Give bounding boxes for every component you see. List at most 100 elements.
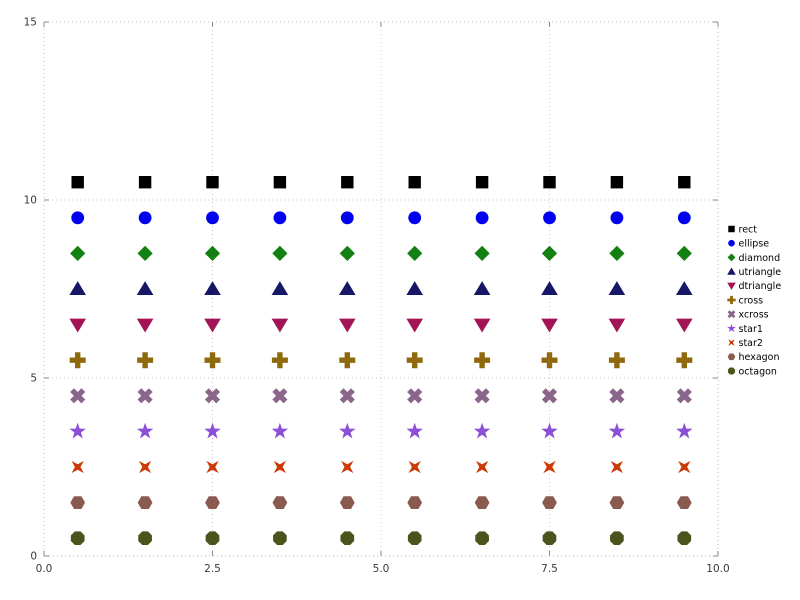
series-star2 xyxy=(71,460,691,474)
marker-xcross xyxy=(339,388,355,404)
marker-cross xyxy=(676,352,693,369)
x-tick-label: 0.0 xyxy=(36,563,53,575)
marker-cross xyxy=(474,352,491,369)
legend-label-xcross: xcross xyxy=(739,310,769,321)
x-tick-label: 2.5 xyxy=(204,563,221,575)
marker-star2 xyxy=(678,460,691,474)
legend-item-rect: rect xyxy=(728,224,757,235)
marker-diamond xyxy=(272,245,288,261)
y-tick-label: 0 xyxy=(30,551,37,563)
marker-cross xyxy=(541,352,558,369)
y-tick-label: 15 xyxy=(24,17,37,29)
y-tick-label: 10 xyxy=(24,195,37,207)
legend-label-star1: star1 xyxy=(739,324,763,335)
marker-diamond xyxy=(609,245,625,261)
marker-star2 xyxy=(273,460,287,474)
marker-ellipse xyxy=(408,211,422,225)
marker-star1 xyxy=(136,422,154,439)
marker-dtriangle xyxy=(676,318,693,333)
marker-diamond xyxy=(676,245,692,261)
marker-diamond xyxy=(70,245,86,261)
marker-octagon xyxy=(475,531,489,546)
marker-hexagon xyxy=(205,496,220,510)
legend-marker-ellipse xyxy=(728,239,735,247)
legend-label-octagon: octagon xyxy=(739,366,777,377)
marker-diamond xyxy=(137,245,153,261)
marker-rect xyxy=(273,176,287,189)
marker-diamond xyxy=(407,245,423,261)
marker-xcross xyxy=(70,388,86,404)
marker-rect xyxy=(678,176,691,189)
marker-star2 xyxy=(206,460,219,474)
marker-star2 xyxy=(138,460,152,474)
marker-rect xyxy=(610,176,624,189)
x-tick-label: 5.0 xyxy=(373,563,390,575)
legend-item-utriangle: utriangle xyxy=(727,267,781,278)
series-rect xyxy=(71,176,691,189)
legend-label-ellipse: ellipse xyxy=(739,239,770,250)
marker-dtriangle xyxy=(473,318,491,333)
legend-label-diamond: diamond xyxy=(739,253,781,264)
legend-label-dtriangle: dtriangle xyxy=(739,281,782,292)
marker-cross xyxy=(406,352,423,369)
tick-marks xyxy=(43,21,719,557)
marker-ellipse xyxy=(475,211,489,225)
marker-utriangle xyxy=(406,281,423,295)
marker-ellipse xyxy=(543,211,556,225)
marker-dtriangle xyxy=(541,318,558,333)
marker-rect xyxy=(138,176,152,189)
marker-octagon xyxy=(340,531,355,546)
marker-octagon xyxy=(138,531,152,546)
marker-hexagon xyxy=(339,496,355,510)
legend: rect ellipse diamond utriangle dtriangle cros… xyxy=(727,224,781,377)
marker-xcross xyxy=(609,388,625,404)
marker-dtriangle xyxy=(204,318,221,333)
marker-octagon xyxy=(610,531,624,546)
legend-item-octagon: octagon xyxy=(727,366,777,377)
marker-cross xyxy=(69,352,86,369)
marker-rect xyxy=(408,176,421,189)
marker-ellipse xyxy=(138,211,152,225)
legend-marker-hexagon xyxy=(727,353,736,361)
marker-utriangle xyxy=(541,281,558,295)
marker-cross xyxy=(271,352,288,369)
legend-item-star1: star1 xyxy=(727,324,763,335)
marker-star1 xyxy=(473,422,491,439)
marker-star1 xyxy=(676,422,693,439)
marker-hexagon xyxy=(137,496,153,510)
marker-hexagon xyxy=(407,496,423,510)
marker-cross xyxy=(204,352,221,369)
legend-item-star2: star2 xyxy=(728,338,763,349)
series-hexagon xyxy=(70,496,692,510)
marker-xcross xyxy=(137,388,153,404)
marker-dtriangle xyxy=(69,318,86,333)
legend-marker-octagon xyxy=(727,367,736,375)
marker-rect xyxy=(341,176,354,189)
marker-rect xyxy=(475,176,489,189)
series-ellipse xyxy=(71,211,691,225)
marker-ellipse xyxy=(340,211,354,225)
marker-utriangle xyxy=(204,281,221,295)
x-tick-label: 10.0 xyxy=(706,563,729,575)
legend-label-hexagon: hexagon xyxy=(739,352,780,363)
marker-rect xyxy=(206,176,219,189)
legend-marker-star1 xyxy=(727,323,736,333)
marker-star2 xyxy=(610,460,624,474)
marker-dtriangle xyxy=(406,318,423,333)
marker-utriangle xyxy=(608,281,626,295)
legend-marker-xcross xyxy=(727,310,736,319)
marker-octagon xyxy=(542,531,557,546)
marker-octagon xyxy=(70,531,85,546)
x-tick-label: 7.5 xyxy=(541,563,558,575)
marker-rect xyxy=(543,176,556,189)
marker-diamond xyxy=(204,245,221,261)
legend-label-utriangle: utriangle xyxy=(739,267,782,278)
marker-star2 xyxy=(341,460,354,474)
marker-star1 xyxy=(406,422,423,439)
marker-utriangle xyxy=(136,281,154,295)
marker-rect xyxy=(71,176,84,189)
marker-ellipse xyxy=(273,211,287,225)
marker-octagon xyxy=(205,531,220,546)
marker-dtriangle xyxy=(339,318,356,333)
